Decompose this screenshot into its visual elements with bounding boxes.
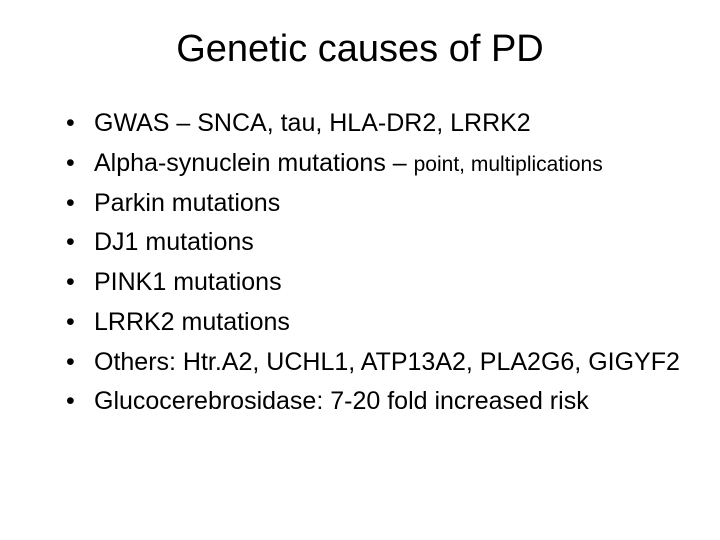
list-item: PINK1 mutations — [66, 266, 680, 300]
list-item: Parkin mutations — [66, 187, 680, 221]
bullet-text: PINK1 mutations — [94, 268, 282, 296]
bullet-text: LRRK2 mutations — [94, 308, 290, 336]
bullet-text: DJ1 mutations — [94, 228, 254, 256]
bullet-text: Alpha-synuclein mutations – — [94, 149, 414, 177]
list-item: DJ1 mutations — [66, 226, 680, 260]
list-item: Alpha-synuclein mutations – point, multi… — [66, 147, 680, 181]
bullet-text: Glucocerebrosidase: 7-20 fold increased … — [94, 387, 589, 415]
list-item: LRRK2 mutations — [66, 306, 680, 340]
bullet-text: Parkin mutations — [94, 189, 280, 217]
bullet-text: GWAS – SNCA, tau, HLA-DR2, LRRK2 — [94, 109, 531, 137]
list-item: Glucocerebrosidase: 7-20 fold increased … — [66, 385, 680, 419]
list-item: GWAS – SNCA, tau, HLA-DR2, LRRK2 — [66, 107, 680, 141]
slide: Genetic causes of PD GWAS – SNCA, tau, H… — [0, 0, 720, 540]
slide-title: Genetic causes of PD — [40, 28, 680, 71]
bullet-subtext: point, multiplications — [414, 153, 603, 176]
bullet-text: Others: Htr.A2, UCHL1, ATP13A2, PLA2G6, … — [94, 348, 680, 376]
bullet-list: GWAS – SNCA, tau, HLA-DR2, LRRK2 Alpha-s… — [40, 107, 680, 419]
list-item: Others: Htr.A2, UCHL1, ATP13A2, PLA2G6, … — [66, 346, 680, 380]
